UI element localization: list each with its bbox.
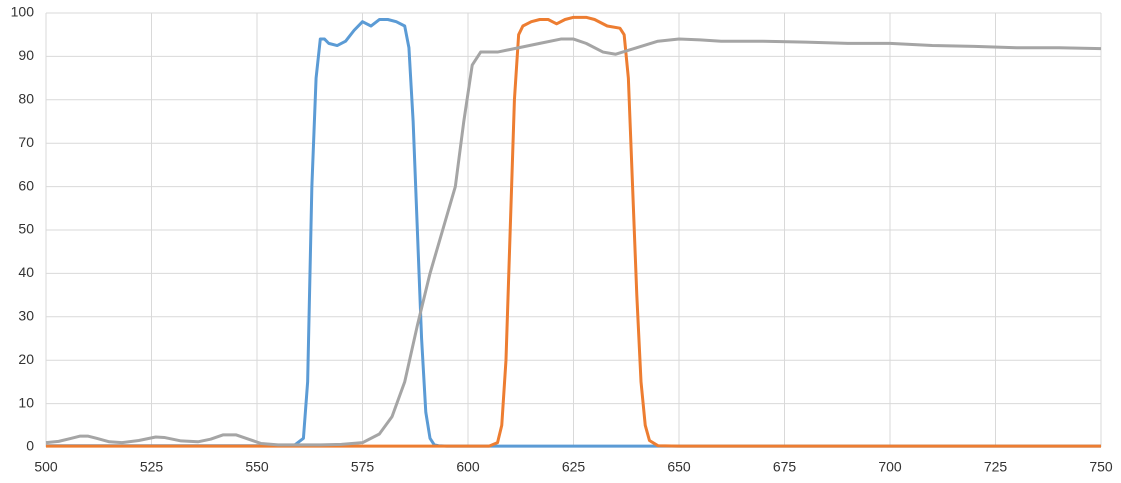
y-tick-label: 70 bbox=[18, 134, 34, 150]
y-tick-label: 100 bbox=[11, 4, 35, 20]
x-tick-label: 500 bbox=[34, 459, 58, 475]
y-tick-label: 10 bbox=[18, 394, 34, 410]
y-tick-label: 50 bbox=[18, 221, 34, 237]
data-line bbox=[45, 37, 1102, 447]
y-tick-label: 30 bbox=[18, 308, 34, 324]
y-tick-label: 90 bbox=[18, 47, 34, 63]
x-tick-label: 525 bbox=[140, 459, 164, 475]
x-tick-label: 725 bbox=[984, 459, 1008, 475]
y-tick-label: 0 bbox=[26, 438, 34, 454]
y-tick-label: 40 bbox=[18, 264, 34, 280]
x-tick-label: 550 bbox=[245, 459, 269, 475]
y-tick-label: 80 bbox=[18, 91, 34, 107]
x-tick-label: 700 bbox=[878, 459, 902, 475]
x-tick-label: 750 bbox=[1089, 459, 1113, 475]
y-tick-label: 60 bbox=[18, 177, 34, 193]
x-tick-label: 600 bbox=[456, 459, 480, 475]
x-tick-label: 675 bbox=[773, 459, 797, 475]
x-tick-label: 625 bbox=[562, 459, 586, 475]
x-tick-label: 650 bbox=[667, 459, 691, 475]
data-line bbox=[46, 15, 1101, 448]
y-tick-label: 20 bbox=[18, 351, 34, 367]
x-tick-label: 575 bbox=[351, 459, 375, 475]
data-line bbox=[46, 18, 1101, 448]
